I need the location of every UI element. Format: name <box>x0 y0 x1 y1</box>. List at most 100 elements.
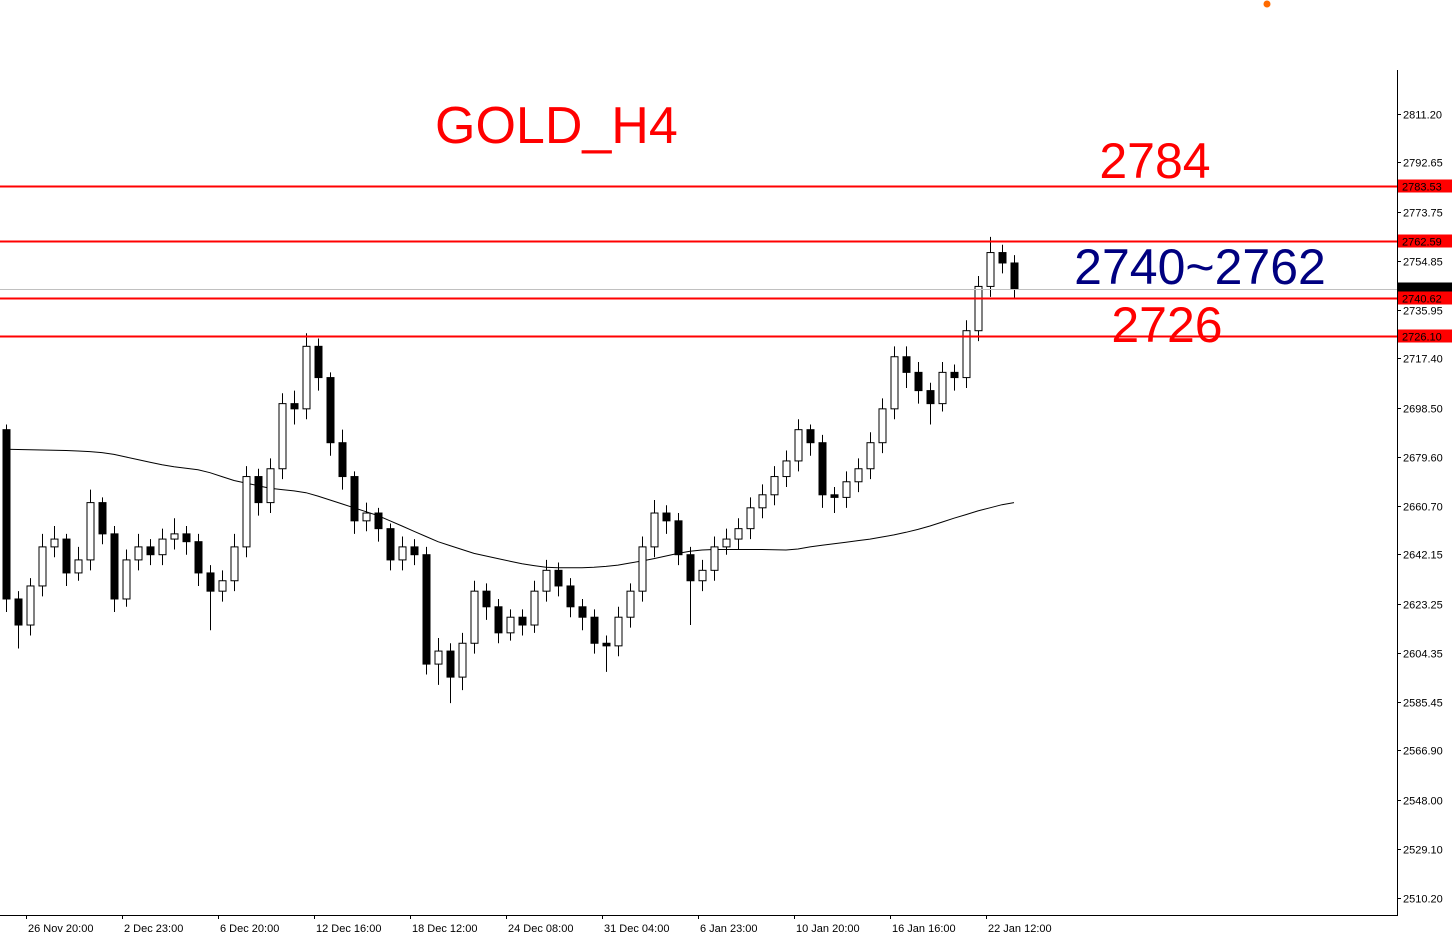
candle-body <box>314 345 323 379</box>
candle-body <box>794 429 803 462</box>
level-label: 2783.53 <box>1402 182 1442 194</box>
candle-body <box>674 520 683 556</box>
candle-body <box>902 356 911 373</box>
candle-body <box>134 546 143 561</box>
candle-body <box>1010 262 1019 290</box>
candle-body <box>206 572 215 592</box>
candle-body <box>770 476 779 496</box>
candle-body <box>14 598 23 626</box>
candle-body <box>878 408 887 444</box>
y-tick-label: 2660.70 <box>1403 502 1443 514</box>
candle-body <box>842 481 851 498</box>
candle-body <box>614 616 623 647</box>
candle-body <box>722 538 731 548</box>
candle-body <box>854 468 863 483</box>
candle-body <box>986 252 995 287</box>
candle-body <box>542 569 551 592</box>
y-tick-label: 2679.60 <box>1403 453 1443 465</box>
candle-body <box>830 494 839 498</box>
candle-body <box>386 528 395 561</box>
y-tick-label: 2642.15 <box>1403 550 1443 562</box>
level-label: 2762.59 <box>1402 237 1442 249</box>
candle-body <box>230 546 239 582</box>
x-tick-label: 26 Nov 20:00 <box>28 923 93 935</box>
x-tick-label: 2 Dec 23:00 <box>124 923 183 935</box>
y-tick-label: 2510.20 <box>1403 894 1443 906</box>
y-tick-label: 2529.10 <box>1403 845 1443 857</box>
candle-body <box>350 476 359 522</box>
candle-body <box>974 285 983 332</box>
candle-body <box>782 460 791 478</box>
candle-body <box>458 642 467 678</box>
candle-body <box>494 606 503 634</box>
candle-body <box>278 403 287 470</box>
y-tick-label: 2623.25 <box>1403 600 1443 612</box>
candle-body <box>242 476 251 548</box>
candle-body <box>662 512 671 522</box>
x-tick-label: 12 Dec 16:00 <box>316 923 381 935</box>
candle-body <box>266 468 275 504</box>
candle-body <box>590 616 599 644</box>
y-tick-label: 2792.65 <box>1403 158 1443 170</box>
annotation: 2740~2762 <box>1074 239 1326 295</box>
candle-body <box>50 538 59 548</box>
candle-body <box>422 554 431 665</box>
candle-body <box>2 429 11 600</box>
candle-body <box>746 507 755 530</box>
candle-body <box>326 377 335 444</box>
candle-body <box>254 476 263 504</box>
candle-body <box>914 371 923 392</box>
x-tick-label: 10 Jan 20:00 <box>796 923 860 935</box>
annotation: 2726 <box>1111 297 1222 353</box>
candle-body <box>710 546 719 571</box>
candle-body <box>122 559 131 600</box>
y-tick-label: 2585.45 <box>1403 698 1443 710</box>
level-box <box>1398 179 1452 193</box>
candle-body <box>818 442 827 496</box>
x-tick-label: 18 Dec 12:00 <box>412 923 477 935</box>
candle-body <box>446 650 455 678</box>
candle-body <box>170 533 179 540</box>
candle-body <box>86 502 95 561</box>
candle-body <box>158 538 167 556</box>
status-dot <box>1263 0 1271 8</box>
y-tick-label: 2811.20 <box>1403 110 1442 122</box>
candle-body <box>566 585 575 608</box>
candle-body <box>530 590 539 626</box>
candle-body <box>374 512 383 530</box>
candle-body <box>650 512 659 548</box>
candle-body <box>62 538 71 574</box>
candle-body <box>506 616 515 634</box>
x-tick-label: 22 Jan 12:00 <box>988 923 1052 935</box>
candle-body <box>110 533 119 600</box>
candle-body <box>146 546 155 556</box>
candle-body <box>182 533 191 543</box>
y-tick-label: 2698.50 <box>1403 404 1443 416</box>
candle-body <box>602 642 611 647</box>
candle-body <box>434 650 443 665</box>
x-tick-label: 24 Dec 08:00 <box>508 923 573 935</box>
level-label: 2726.10 <box>1402 332 1442 344</box>
candle-body <box>410 546 419 556</box>
y-tick-label: 2548.00 <box>1403 796 1443 808</box>
candle-body <box>98 502 107 535</box>
candle-body <box>290 403 299 410</box>
candle-body <box>938 371 947 405</box>
level-box <box>1398 291 1452 305</box>
candle-body <box>758 494 767 509</box>
x-tick-label: 6 Dec 20:00 <box>220 923 279 935</box>
candle-body <box>362 512 371 522</box>
candle-body <box>698 569 707 582</box>
y-tick-label: 2773.75 <box>1403 208 1443 220</box>
candle-body <box>398 546 407 561</box>
candle-body <box>518 616 527 626</box>
y-tick-label: 2754.85 <box>1403 257 1443 269</box>
level-label: 2740.62 <box>1402 294 1442 306</box>
candle-body <box>482 590 491 608</box>
candle-body <box>866 442 875 470</box>
candle-body <box>962 330 971 379</box>
y-tick-label: 2735.95 <box>1403 306 1443 318</box>
